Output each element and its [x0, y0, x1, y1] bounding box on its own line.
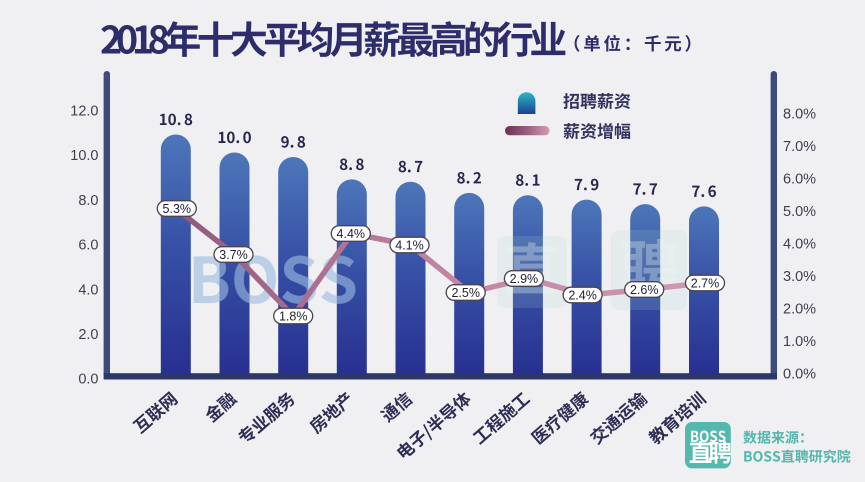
- svg-text:4.0%: 4.0%: [783, 237, 816, 253]
- svg-text:7.0%: 7.0%: [783, 139, 816, 155]
- svg-text:10.0: 10.0: [70, 148, 98, 164]
- svg-text:6.0: 6.0: [78, 238, 98, 254]
- svg-text:1.0%: 1.0%: [783, 334, 816, 350]
- svg-text:4.0: 4.0: [78, 282, 98, 298]
- svg-text:2.6%: 2.6%: [630, 283, 659, 297]
- svg-text:2.7%: 2.7%: [691, 276, 720, 290]
- svg-text:2.9%: 2.9%: [510, 272, 539, 286]
- svg-text:5.0%: 5.0%: [783, 204, 816, 220]
- svg-text:2.5%: 2.5%: [451, 286, 480, 300]
- svg-text:2.4%: 2.4%: [568, 288, 597, 302]
- svg-text:0.0: 0.0: [78, 372, 98, 388]
- svg-text:3.7%: 3.7%: [219, 248, 248, 262]
- svg-text:2.0: 2.0: [78, 327, 98, 343]
- svg-text:12.0: 12.0: [70, 104, 98, 120]
- svg-text:4.1%: 4.1%: [395, 238, 424, 252]
- svg-text:6.0%: 6.0%: [783, 172, 816, 188]
- svg-text:1.8%: 1.8%: [279, 309, 308, 323]
- svg-text:0.0%: 0.0%: [783, 367, 816, 383]
- svg-text:2.0%: 2.0%: [783, 302, 816, 318]
- svg-text:3.0%: 3.0%: [783, 269, 816, 285]
- svg-text:8.0%: 8.0%: [783, 107, 816, 123]
- svg-text:5.3%: 5.3%: [163, 202, 192, 216]
- svg-text:4.4%: 4.4%: [337, 227, 366, 241]
- svg-text:8.0: 8.0: [78, 193, 98, 209]
